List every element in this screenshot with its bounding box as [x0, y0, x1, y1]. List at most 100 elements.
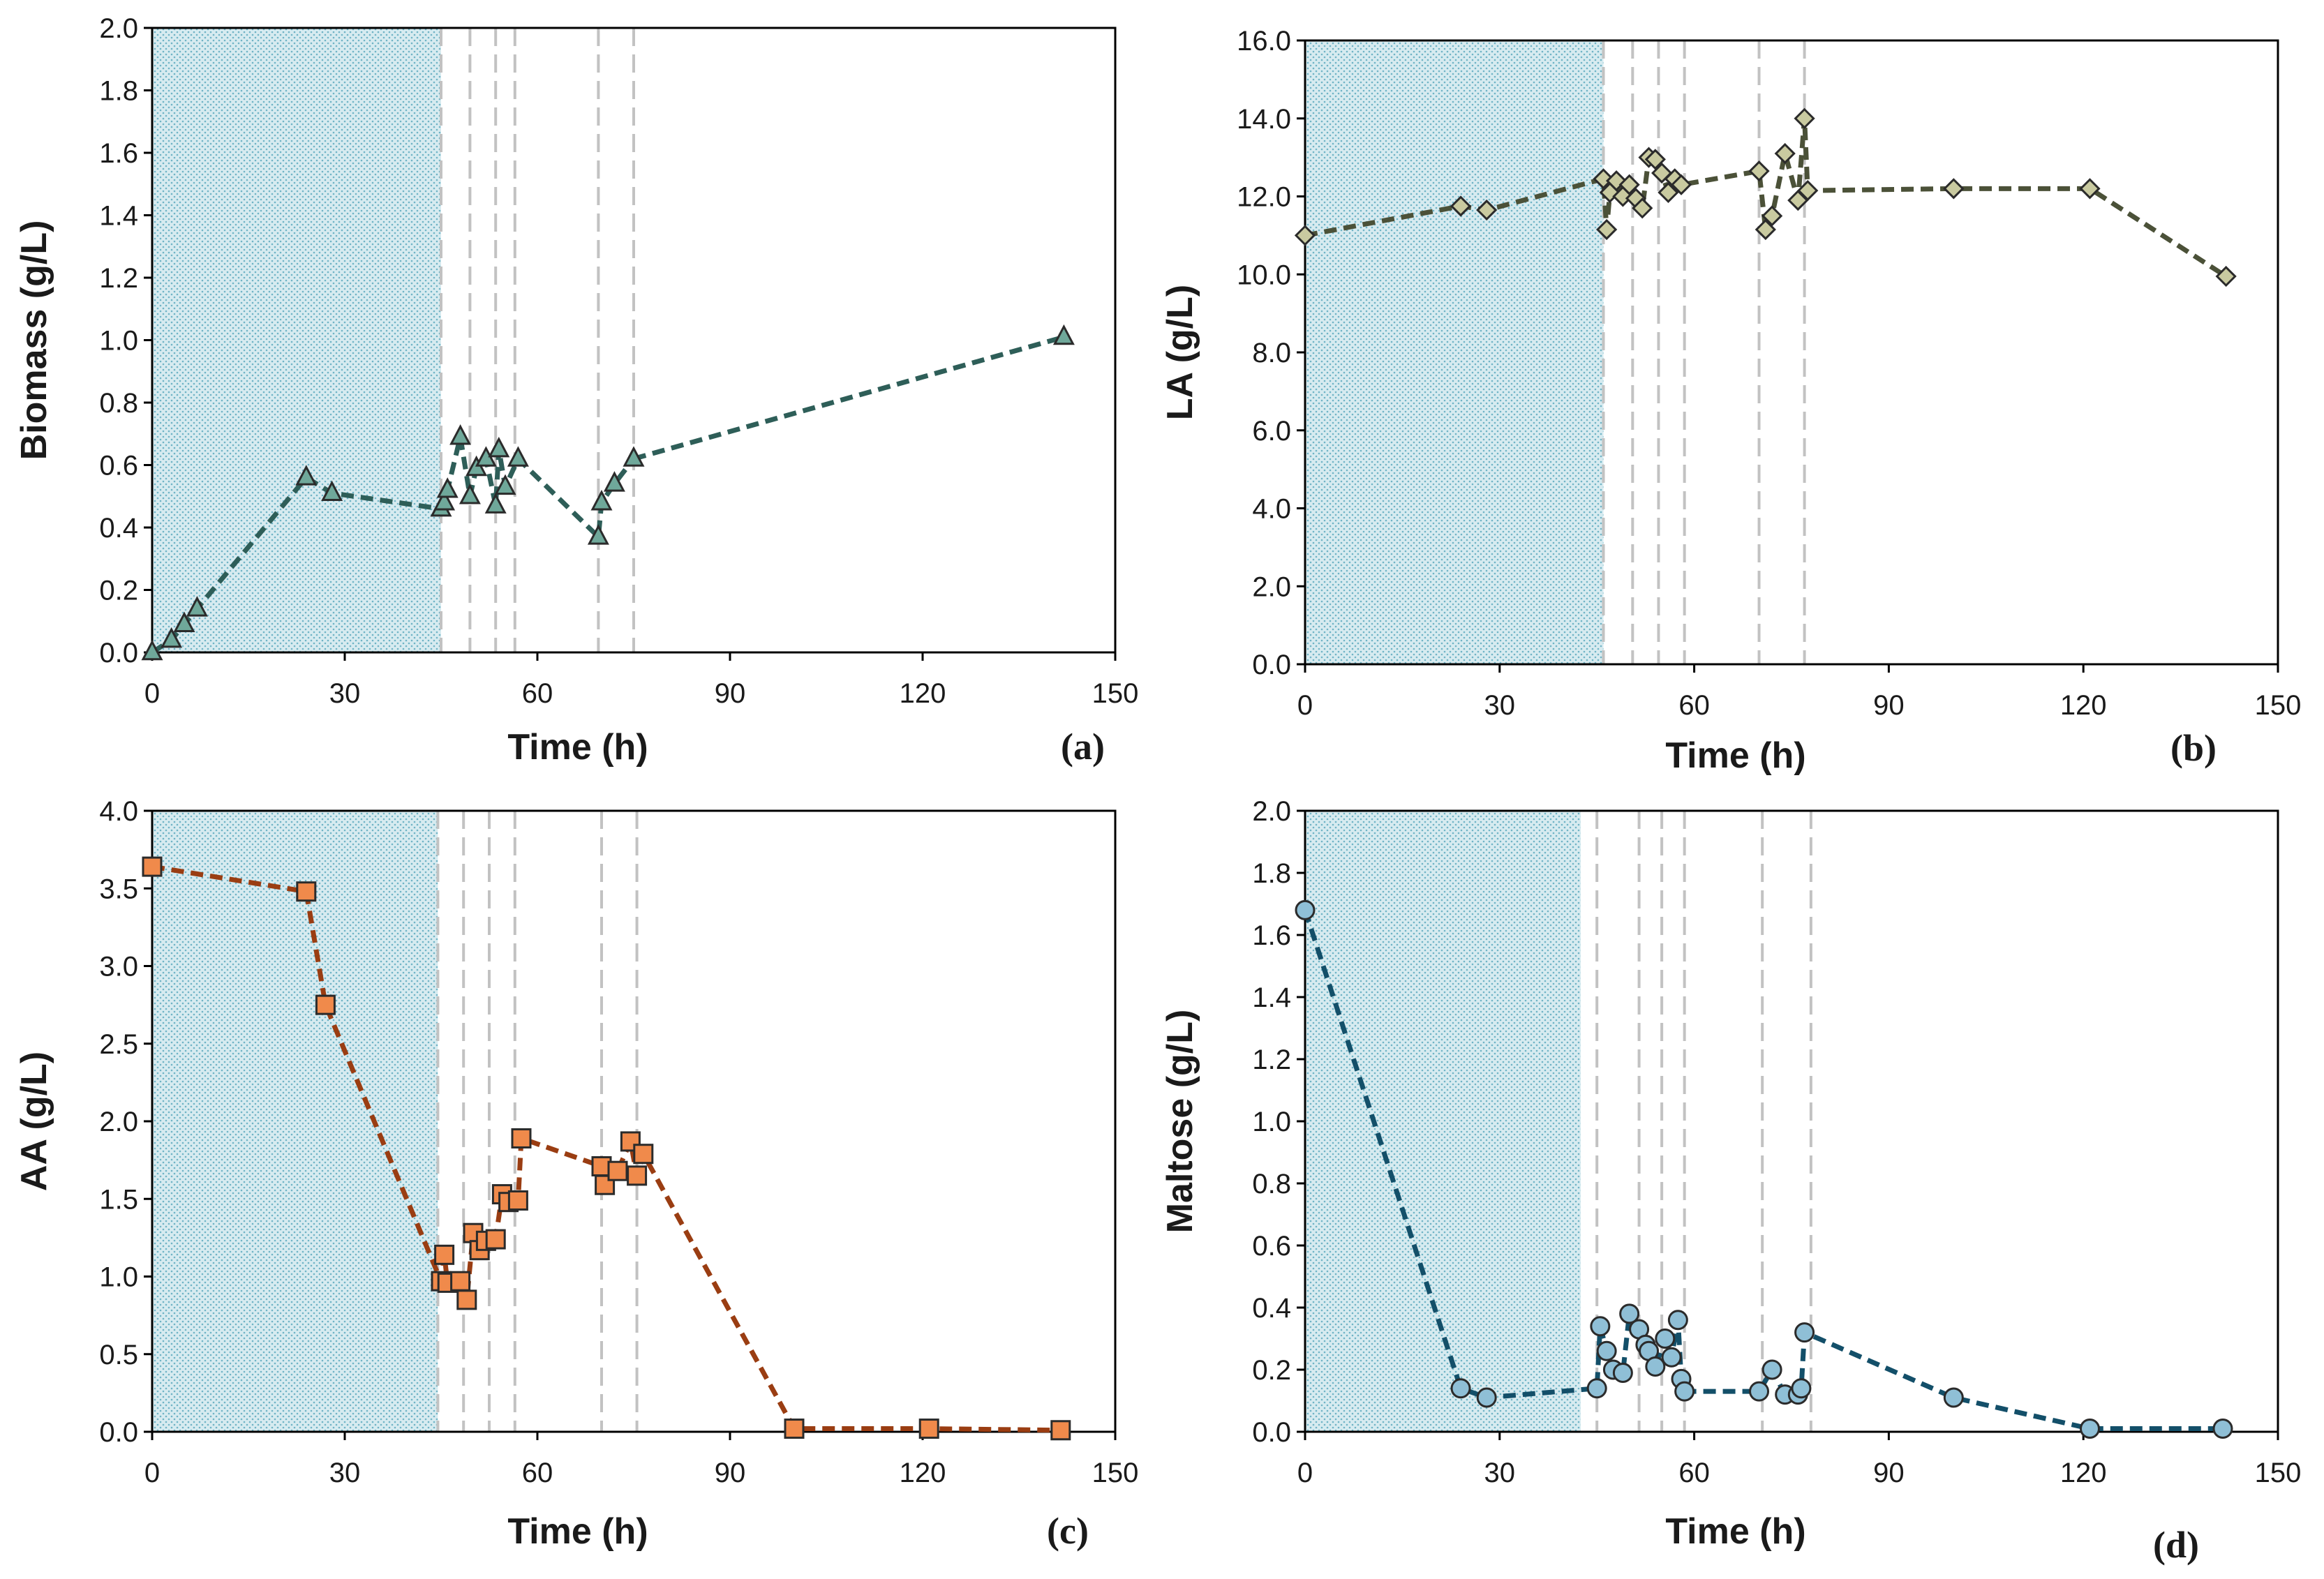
data-point — [1476, 199, 1498, 221]
data-point — [1658, 181, 1679, 204]
y-tick-label: 2.0 — [99, 13, 138, 44]
data-point — [627, 1165, 648, 1186]
panel-label: (b) — [2170, 727, 2217, 769]
x-axis-title: Time (h) — [1665, 1511, 1805, 1552]
x-tick-label: 150 — [1092, 1458, 1139, 1488]
y-tick-label: 8.0 — [1252, 338, 1291, 368]
x-tick-label: 30 — [329, 1458, 361, 1488]
x-axis-title: Time (h) — [507, 727, 648, 768]
data-point — [1645, 1356, 1666, 1377]
x-tick-label: 60 — [522, 1458, 553, 1488]
data-point — [434, 1244, 455, 1265]
x-tick-label: 90 — [1873, 690, 1905, 721]
data-point — [1593, 168, 1614, 190]
data-point — [1655, 1329, 1676, 1349]
x-tick-label: 150 — [1092, 678, 1139, 709]
data-point — [1619, 1303, 1640, 1324]
data-point — [2079, 178, 2101, 200]
y-tick-label: 2.0 — [99, 1107, 138, 1137]
x-tick-label: 30 — [329, 678, 361, 709]
data-point — [1450, 195, 1472, 217]
data-point — [1749, 1381, 1770, 1402]
y-axis-title: AA (g/L) — [14, 1052, 54, 1191]
data-point — [1761, 1359, 1782, 1380]
y-tick-label: 0.2 — [99, 576, 138, 606]
y-tick-label: 1.2 — [1252, 1045, 1291, 1075]
y-tick-label: 1.6 — [1252, 920, 1291, 951]
y-tick-label: 0.8 — [1252, 1169, 1291, 1199]
chart-panel-b: 0.0 2.0 4.0 6.0 8.0 10.0 12.0 14.0 16.0 0 30 60 90 12… — [1160, 26, 2301, 776]
panel-label: (a) — [1061, 726, 1105, 768]
y-axis-title: Maltose (g/L) — [1160, 1010, 1200, 1234]
chart-panel-d: 0.0 0.2 0.4 0.6 0.8 1.0 1.2 1.4 1.6 1.8 2.0 0 30 60 90… — [1160, 796, 2301, 1566]
data-point — [1797, 179, 1819, 202]
x-tick-label: 60 — [522, 678, 553, 709]
x-tick-label: 30 — [1484, 690, 1516, 721]
y-tick-label: 4.0 — [1252, 494, 1291, 525]
y-tick-label: 3.0 — [99, 952, 138, 982]
data-point — [488, 436, 510, 458]
y-axis-title: Biomass (g/L) — [14, 220, 54, 461]
shaded-region — [152, 28, 441, 652]
data-point — [186, 596, 208, 617]
y-tick-label: 3.5 — [99, 874, 138, 904]
data-point — [1761, 205, 1783, 227]
x-tick-label: 30 — [1484, 1458, 1516, 1488]
y-tick-label: 16.0 — [1237, 26, 1291, 57]
data-point — [918, 1419, 939, 1439]
data-point — [607, 1160, 628, 1181]
data-point — [587, 524, 609, 545]
data-point — [633, 1144, 654, 1165]
x-tick-label: 60 — [1678, 1458, 1710, 1488]
data-point — [1295, 899, 1316, 920]
y-tick-label: 6.0 — [1252, 416, 1291, 447]
data-point — [1590, 1316, 1611, 1337]
data-point — [2212, 1419, 2233, 1439]
panel-label: (c) — [1047, 1510, 1089, 1552]
y-tick-label: 12.0 — [1237, 182, 1291, 213]
data-point — [1632, 197, 1653, 219]
y-tick-label: 1.4 — [99, 201, 138, 232]
x-tick-label: 90 — [715, 1458, 746, 1488]
y-tick-label: 0.6 — [99, 451, 138, 481]
x-tick-label: 0 — [144, 1458, 160, 1488]
data-point — [1674, 1381, 1695, 1402]
data-point — [1476, 1387, 1497, 1408]
x-axis-title: Time (h) — [1665, 735, 1805, 776]
data-point — [1644, 149, 1666, 170]
data-point — [321, 480, 343, 502]
data-point — [1596, 218, 1618, 241]
data-point — [1794, 1322, 1815, 1343]
data-point — [1050, 1420, 1071, 1441]
data-point — [315, 994, 336, 1015]
y-tick-label: 0.2 — [1252, 1355, 1291, 1386]
data-point — [1755, 218, 1776, 241]
y-tick-label: 1.6 — [99, 138, 138, 169]
y-tick-label: 1.8 — [99, 76, 138, 107]
data-point — [296, 881, 317, 902]
data-point — [1774, 142, 1796, 165]
data-point — [1748, 160, 1770, 182]
x-tick-label: 150 — [2255, 1458, 2302, 1488]
y-tick-label: 2.0 — [1252, 796, 1291, 827]
data-point — [485, 1229, 506, 1250]
data-point — [459, 484, 481, 504]
data-point — [436, 477, 459, 498]
y-tick-label: 0.4 — [1252, 1293, 1291, 1324]
y-tick-label: 0.0 — [1252, 1417, 1291, 1448]
y-tick-label: 0.8 — [99, 388, 138, 419]
y-tick-label: 2.5 — [99, 1029, 138, 1060]
data-point — [142, 856, 163, 877]
data-point — [595, 1174, 616, 1195]
y-tick-label: 0.5 — [99, 1340, 138, 1370]
data-point — [173, 611, 195, 632]
y-tick-label: 10.0 — [1237, 260, 1291, 290]
data-point — [590, 490, 613, 511]
x-tick-label: 120 — [900, 1458, 946, 1488]
data-point — [1943, 1387, 1964, 1408]
x-tick-label: 120 — [2060, 690, 2107, 721]
data-point — [623, 446, 645, 467]
data-point — [484, 493, 507, 514]
data-point — [141, 639, 163, 661]
